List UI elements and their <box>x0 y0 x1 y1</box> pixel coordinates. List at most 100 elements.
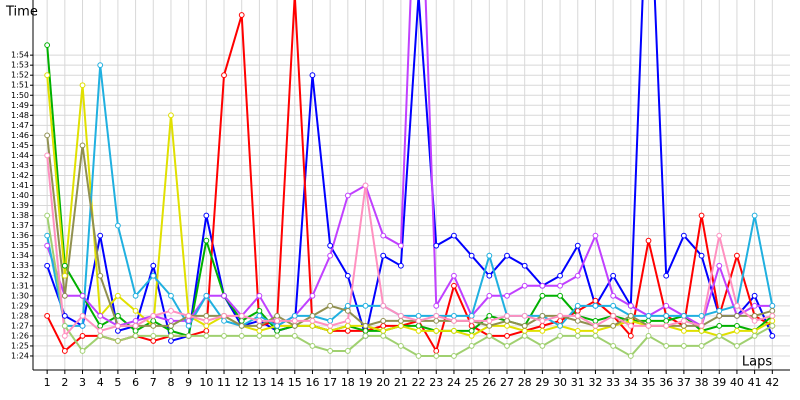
data-point <box>716 307 723 314</box>
data-point <box>521 333 528 339</box>
x-tick-label: 3 <box>79 376 86 389</box>
data-point <box>751 292 758 299</box>
data-point <box>574 302 581 309</box>
data-point <box>61 272 68 279</box>
data-point <box>557 333 563 339</box>
data-point <box>344 272 351 279</box>
data-point <box>574 333 581 339</box>
x-tick-label: 42 <box>765 376 779 389</box>
data-point <box>716 262 723 269</box>
data-point <box>504 292 510 299</box>
x-tick-label: 33 <box>606 376 620 389</box>
series-line <box>46 215 773 358</box>
series-area <box>44 0 776 359</box>
data-point <box>486 252 493 259</box>
data-point <box>769 333 776 339</box>
x-tick-label: 38 <box>695 376 709 389</box>
x-tick-label: 30 <box>553 376 567 389</box>
data-point <box>486 333 493 339</box>
data-point <box>79 322 86 329</box>
data-point <box>44 312 51 319</box>
data-point <box>132 322 139 329</box>
data-point <box>61 262 68 269</box>
x-tick-label: 9 <box>185 376 192 389</box>
x-tick-label: 10 <box>199 376 213 389</box>
data-point <box>185 333 192 339</box>
data-point <box>362 302 369 309</box>
x-tick-label: 11 <box>217 376 231 389</box>
data-point <box>327 242 334 249</box>
data-point <box>327 322 334 329</box>
y-tick-label: 1:24 <box>11 351 29 360</box>
data-point <box>592 297 599 304</box>
data-point <box>362 182 369 189</box>
data-point <box>44 212 51 219</box>
y-tick-label: 1:46 <box>11 131 29 140</box>
data-point <box>221 312 227 319</box>
data-point <box>238 322 245 329</box>
data-point <box>734 302 740 309</box>
data-point <box>486 292 493 299</box>
data-point <box>61 292 68 299</box>
data-point <box>751 333 758 339</box>
data-point <box>592 302 599 309</box>
data-point <box>185 322 192 329</box>
y-tick-label: 1:41 <box>11 181 29 190</box>
data-point <box>114 338 121 344</box>
data-point <box>557 292 563 299</box>
data-point <box>132 317 139 324</box>
data-point <box>451 232 457 239</box>
x-tick-label: 1 <box>44 376 51 389</box>
data-point <box>168 333 174 339</box>
x-tick-label: 22 <box>412 376 426 389</box>
data-point <box>680 317 687 324</box>
data-point <box>769 317 776 324</box>
data-point <box>504 312 510 319</box>
data-point <box>521 322 528 329</box>
data-point <box>380 232 387 239</box>
data-point <box>521 282 528 289</box>
data-point <box>574 307 581 314</box>
data-point <box>256 322 263 329</box>
y-tick-label: 1:37 <box>11 221 29 230</box>
data-point <box>592 327 599 334</box>
y-tick-label: 1:47 <box>11 121 29 130</box>
data-point <box>44 242 51 249</box>
x-tick-label: 2 <box>61 376 68 389</box>
data-point <box>751 212 758 219</box>
data-point <box>451 272 457 279</box>
data-point <box>574 272 581 279</box>
data-point <box>238 317 245 324</box>
data-point <box>132 307 139 314</box>
x-tick-label: 35 <box>642 376 656 389</box>
data-point <box>168 307 174 314</box>
data-point <box>203 333 210 339</box>
y-tick-label: 1:42 <box>11 171 29 180</box>
data-point <box>114 322 121 329</box>
x-tick-label: 16 <box>305 376 319 389</box>
x-tick-label: 24 <box>447 376 461 389</box>
data-point <box>451 353 457 359</box>
data-point <box>397 343 404 349</box>
data-point <box>256 327 263 334</box>
y-tick-label: 1:25 <box>11 341 29 350</box>
data-point <box>751 302 758 309</box>
data-point <box>734 343 740 349</box>
data-point <box>327 302 334 309</box>
data-point <box>44 132 51 139</box>
data-point <box>574 327 581 334</box>
data-point <box>168 327 174 334</box>
data-point <box>539 327 546 334</box>
data-point <box>680 322 687 329</box>
data-point <box>397 262 404 269</box>
data-point <box>734 312 740 319</box>
data-point <box>468 333 475 339</box>
x-axis-label: Laps <box>742 355 772 370</box>
data-point <box>698 212 705 219</box>
data-point <box>97 322 104 329</box>
x-tick-label: 41 <box>748 376 762 389</box>
data-point <box>61 348 68 354</box>
data-point <box>114 222 121 229</box>
data-point <box>344 322 351 329</box>
data-point <box>97 327 104 334</box>
